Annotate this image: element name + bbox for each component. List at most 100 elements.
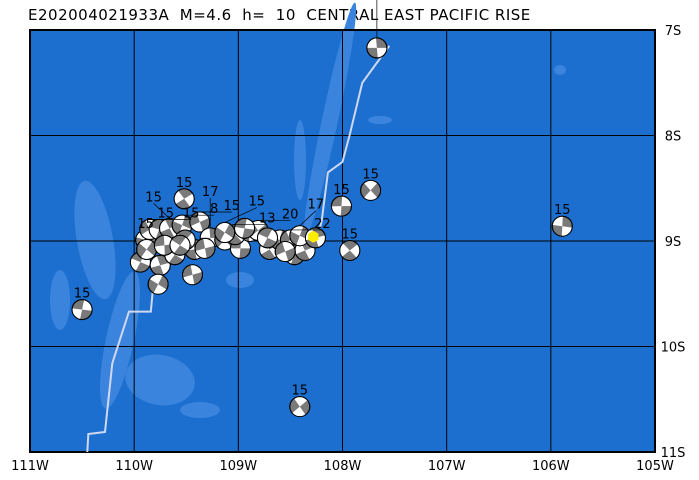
beachball-outline — [169, 234, 191, 256]
beachball-outline — [147, 273, 169, 295]
beachball-outline — [289, 396, 311, 418]
depth-label: 15 — [224, 199, 241, 214]
focal-mechanism-beachball — [274, 241, 296, 263]
focal-mechanism-beachball — [339, 239, 361, 261]
beachball-compression-quadrant — [363, 190, 378, 201]
lon-tick-label: 110W — [115, 459, 153, 474]
focal-mechanism-beachball — [366, 37, 388, 59]
beachball-compression-quadrant — [184, 193, 195, 207]
shallow-bathymetry — [125, 354, 195, 406]
lat-tick-label: 7S — [665, 24, 682, 39]
beachball-compression-quadrant — [130, 258, 141, 271]
map-frame — [29, 29, 656, 453]
beachball-compression-quadrant — [244, 218, 255, 230]
beachball-compression-quadrant — [305, 246, 315, 260]
shallow-bathymetry — [74, 180, 116, 300]
depth-label: 15 — [183, 206, 200, 221]
shallow-bathymetry — [180, 402, 220, 418]
lat-tick-label: 10S — [661, 341, 686, 356]
shallow-bathymetry — [303, 2, 357, 238]
depth-label-leader — [299, 210, 317, 226]
beachball-compression-quadrant — [195, 248, 207, 259]
lat-tick-label: 11S — [661, 446, 686, 461]
beachball-compression-quadrant — [234, 226, 245, 239]
shallow-bathymetry — [368, 116, 392, 124]
beachball-outline — [304, 227, 326, 249]
depth-label: 15 — [362, 167, 379, 182]
beachball-compression-quadrant — [216, 222, 230, 233]
focal-mechanism-beachball — [136, 238, 158, 260]
depth-label: 15 — [74, 287, 91, 302]
beachball-compression-quadrant — [82, 299, 93, 311]
beachball-outline — [274, 241, 296, 263]
lon-tick-label: 111W — [11, 459, 49, 474]
beachball-compression-quadrant — [230, 248, 241, 259]
beachball-compression-quadrant — [252, 220, 266, 231]
lon-tick-label: 109W — [219, 459, 257, 474]
focal-mechanism-beachball — [71, 299, 93, 321]
beachball-compression-quadrant — [217, 239, 232, 250]
beachball-outline — [330, 195, 352, 217]
beachball-compression-quadrant — [190, 264, 203, 275]
focal-mechanism-beachball — [360, 179, 382, 201]
focal-mechanism-beachball — [330, 195, 352, 217]
epicenter-marker — [308, 230, 319, 243]
depth-label: 17 — [308, 198, 325, 213]
depth-label: 15 — [176, 176, 193, 191]
beachball-outline — [182, 264, 203, 286]
focal-mechanism-beachball — [289, 396, 311, 418]
shallow-bathymetry — [226, 272, 254, 288]
focal-mechanism-beachball — [214, 222, 236, 244]
depth-label: 15 — [554, 203, 571, 218]
beachball-compression-quadrant — [174, 190, 185, 204]
focal-mechanism-beachball — [182, 264, 203, 286]
lon-tick-label: 105W — [636, 459, 674, 474]
beachball-compression-quadrant — [339, 243, 350, 257]
beachball-compression-quadrant — [257, 233, 268, 247]
beachball-compression-quadrant — [140, 249, 155, 260]
beachball-outline — [234, 217, 256, 239]
beachball-compression-quadrant — [185, 232, 196, 247]
focal-mechanism-beachball — [257, 227, 278, 249]
focal-mechanism-beachball — [189, 211, 211, 233]
beachball-outline — [71, 299, 93, 321]
beachball-outline — [173, 188, 195, 210]
shallow-bathymetry — [50, 270, 70, 330]
lon-tick-label: 106W — [532, 459, 570, 474]
shallow-bathymetry — [294, 120, 306, 200]
lon-tick-label: 108W — [324, 459, 362, 474]
shallow-bathymetry — [554, 65, 566, 75]
beachball-compression-quadrant — [341, 196, 352, 207]
beachball-compression-quadrant — [159, 219, 170, 233]
depth-label: 15 — [342, 227, 359, 242]
beachball-compression-quadrant — [331, 206, 342, 217]
beachball-outline — [339, 239, 361, 261]
depth-label: 22 — [314, 217, 331, 232]
spreading-ridge-line — [315, 45, 391, 242]
beachball-compression-quadrant — [139, 239, 153, 250]
beachball-compression-quadrant — [200, 227, 211, 238]
depth-label: 15 — [292, 384, 309, 399]
beachball-compression-quadrant — [220, 232, 234, 243]
beachball-compression-quadrant — [72, 308, 83, 320]
focal-mechanism-beachball — [551, 215, 573, 237]
beachball-compression-quadrant — [182, 274, 195, 285]
beachball-compression-quadrant — [294, 396, 308, 407]
depth-label: 15 — [333, 183, 350, 198]
beachball-outline — [194, 237, 216, 259]
beachball-outline — [551, 215, 573, 237]
beachball-compression-quadrant — [153, 284, 167, 295]
beachball-compression-quadrant — [366, 37, 377, 48]
lon-tick-label: 107W — [428, 459, 466, 474]
beachball-compression-quadrant — [349, 244, 360, 258]
beachball-compression-quadrant — [292, 406, 306, 417]
beachball-compression-quadrant — [561, 226, 573, 237]
beachball-compression-quadrant — [552, 216, 563, 227]
focal-mechanism-beachball — [173, 188, 195, 210]
lat-tick-label: 9S — [665, 235, 682, 250]
beachball-compression-quadrant — [267, 229, 278, 242]
beachball-compression-quadrant — [376, 47, 387, 58]
beachball-compression-quadrant — [180, 237, 191, 251]
focal-mechanism-beachball — [234, 217, 256, 239]
